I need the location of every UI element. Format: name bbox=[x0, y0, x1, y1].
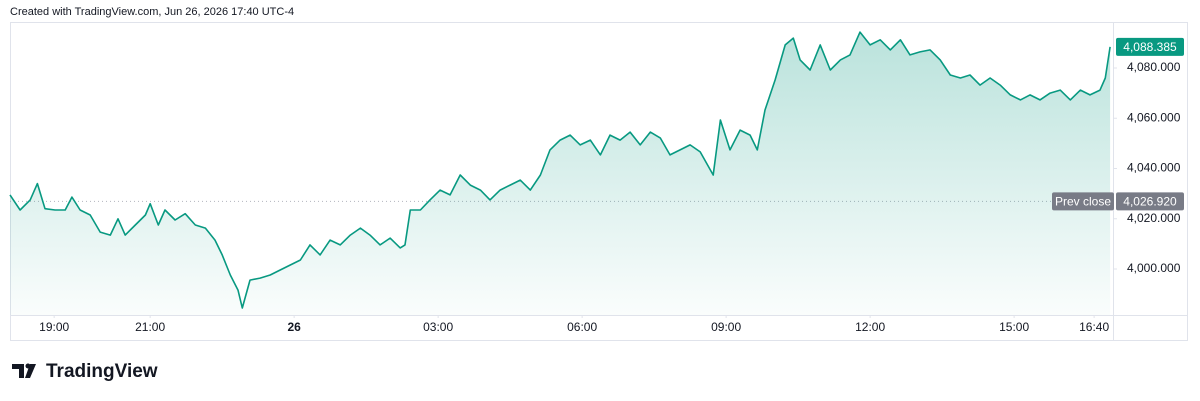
x-tick-label: 12:00 bbox=[855, 320, 885, 334]
x-tick-label: 26 bbox=[287, 320, 301, 334]
x-tick-label: 03:00 bbox=[423, 320, 453, 334]
pane-border bbox=[10, 22, 1188, 341]
last-price-box bbox=[1116, 37, 1184, 56]
y-tick-label: 4,080.000 bbox=[1127, 60, 1181, 74]
x-tick-label: 16:40 bbox=[1079, 320, 1109, 334]
x-tick-label: 06:00 bbox=[567, 320, 597, 334]
area-fill bbox=[10, 32, 1111, 315]
price-line bbox=[9, 31, 1111, 309]
header: Created with TradingView.com, Jun 26, 20… bbox=[10, 6, 294, 18]
logo-dot bbox=[25, 363, 31, 369]
prev-close-name: Prev close bbox=[1055, 195, 1111, 209]
prev-close-name-box bbox=[1052, 192, 1114, 211]
prev-close-box bbox=[1116, 192, 1184, 211]
brand: TradingView bbox=[46, 361, 158, 382]
x-tick-label: 09:00 bbox=[711, 320, 741, 334]
last-price-label: 4,088.385 bbox=[1123, 40, 1177, 54]
x-tick-label: 19:00 bbox=[39, 320, 69, 334]
logo-mark bbox=[12, 364, 36, 378]
y-tick-label: 4,020.000 bbox=[1127, 211, 1181, 225]
y-tick-label: 4,060.000 bbox=[1127, 110, 1181, 124]
prev-close-label: 4,026.920 bbox=[1123, 195, 1177, 209]
logo: TradingView bbox=[12, 361, 158, 382]
x-tick-label: 15:00 bbox=[999, 320, 1029, 334]
y-tick-label: 4,000.000 bbox=[1127, 261, 1181, 275]
y-tick-label: 4,040.000 bbox=[1127, 161, 1181, 175]
x-tick-label: 21:00 bbox=[135, 320, 165, 334]
